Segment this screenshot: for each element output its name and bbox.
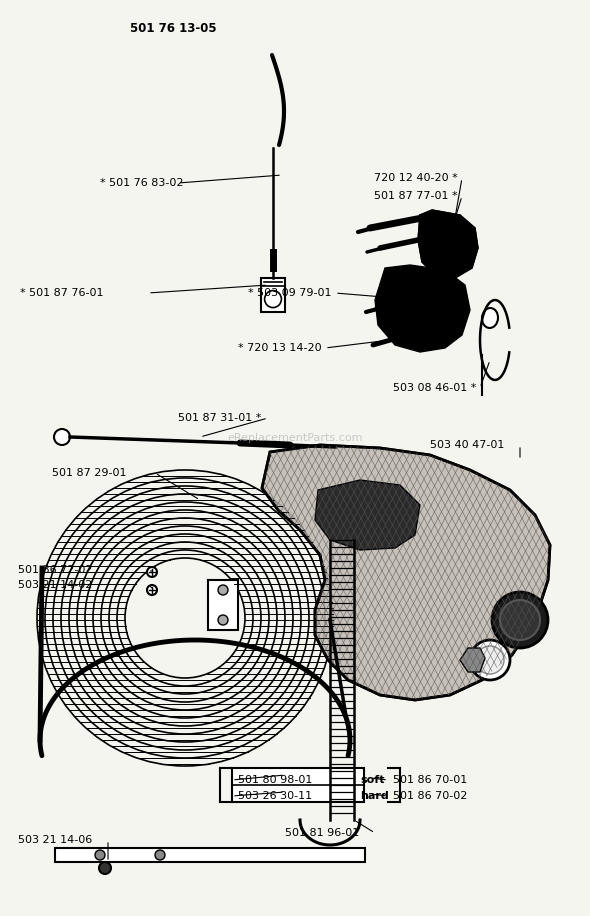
Text: 501 80 98-01: 501 80 98-01: [238, 775, 312, 785]
Ellipse shape: [264, 290, 281, 308]
Text: hard: hard: [360, 791, 389, 801]
Circle shape: [155, 850, 165, 860]
Text: 501 87 31-01 *: 501 87 31-01 *: [178, 413, 261, 423]
Text: 503 21 14-02: 503 21 14-02: [18, 580, 93, 590]
Text: * 503 09 79-01: * 503 09 79-01: [248, 288, 332, 298]
Polygon shape: [262, 445, 550, 700]
Polygon shape: [418, 210, 478, 278]
Text: soft: soft: [360, 775, 385, 785]
Text: 501 81 96-01: 501 81 96-01: [285, 828, 359, 838]
Text: 503 21 14-06: 503 21 14-06: [18, 835, 92, 845]
Circle shape: [218, 585, 228, 595]
Text: * 720 13 14-20: * 720 13 14-20: [238, 343, 322, 353]
Text: eReplacementParts.com: eReplacementParts.com: [227, 433, 363, 443]
Circle shape: [500, 600, 540, 640]
Text: 501 76 13-05: 501 76 13-05: [130, 21, 217, 35]
Circle shape: [147, 585, 157, 595]
Circle shape: [54, 429, 70, 445]
Text: 501 87 77-01 *: 501 87 77-01 *: [374, 191, 458, 201]
Circle shape: [99, 862, 111, 874]
Circle shape: [218, 615, 228, 625]
Bar: [261, 278, 285, 312]
Text: 503 26 30-11: 503 26 30-11: [238, 791, 312, 801]
Text: 501 87 29-01: 501 87 29-01: [52, 468, 126, 478]
Text: 720 12 40-20 *: 720 12 40-20 *: [374, 173, 458, 183]
Text: * 501 87 76-01: * 501 87 76-01: [20, 288, 103, 298]
Text: 501 86 70-02: 501 86 70-02: [393, 791, 467, 801]
Text: * 501 76 83-02: * 501 76 83-02: [100, 178, 183, 188]
Bar: [208, 580, 238, 630]
Ellipse shape: [482, 308, 498, 328]
Bar: [55, 848, 365, 862]
Circle shape: [147, 567, 157, 577]
Circle shape: [476, 646, 504, 674]
Circle shape: [492, 592, 548, 648]
Text: 503 40 47-01: 503 40 47-01: [430, 440, 504, 450]
Text: 501 86 70-01: 501 86 70-01: [393, 775, 467, 785]
Text: 503 08 46-01 *: 503 08 46-01 *: [393, 383, 476, 393]
Polygon shape: [375, 265, 470, 352]
Polygon shape: [460, 648, 485, 672]
Bar: [232, 768, 364, 802]
Polygon shape: [315, 480, 420, 550]
Text: 501 86 72-02: 501 86 72-02: [18, 565, 93, 575]
Circle shape: [470, 640, 510, 680]
Circle shape: [95, 850, 105, 860]
